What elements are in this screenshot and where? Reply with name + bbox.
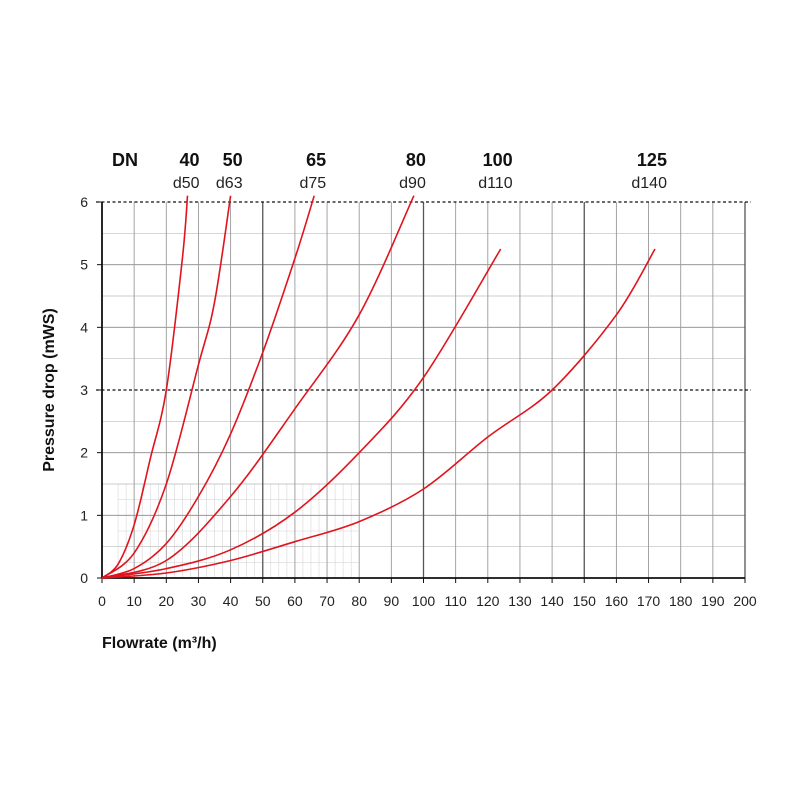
curve-dn-40: [101, 195, 189, 579]
d-label-d110: d110: [478, 175, 513, 192]
x-tick-label: 190: [701, 593, 725, 609]
axes: 0 10 20 30 40 50 60 70 80 90 100 110 120 130 140 150 160…: [80, 194, 757, 609]
x-tick-label: 170: [637, 593, 661, 609]
x-tick-label: 90: [384, 593, 400, 609]
x-tick-label: 140: [540, 593, 564, 609]
grid: [96, 201, 751, 578]
curve-dn-65: [101, 195, 315, 579]
series-group: [101, 195, 656, 579]
x-tick-label: 130: [508, 593, 532, 609]
curve-dn-80: [101, 195, 415, 579]
x-tick-label: 40: [223, 593, 239, 609]
y-tick-label: 5: [80, 257, 88, 273]
curve-dn-125: [101, 248, 656, 579]
d-label-d140: d140: [631, 175, 667, 192]
x-tick-label: 160: [605, 593, 629, 609]
x-tick-label: 70: [319, 593, 335, 609]
y-tick-label: 0: [80, 570, 88, 586]
x-tick-label: 120: [476, 593, 500, 609]
dn-label-50: 50: [223, 150, 243, 170]
x-tick-label: 60: [287, 593, 303, 609]
dn-header-label: DN: [112, 150, 138, 170]
x-axis-title: Flowrate (m³/h): [102, 635, 217, 652]
dn-label-65: 65: [306, 150, 326, 170]
labels-group: Flowrate (m³/h)Pressure drop (mWS)DN 40d5…: [41, 150, 667, 652]
x-tick-label: 200: [733, 593, 757, 609]
dn-label-40: 40: [179, 150, 199, 170]
y-axis-title: Pressure drop (mWS): [41, 308, 58, 472]
y-tick-label: 1: [80, 507, 88, 523]
x-tick-label: 110: [444, 593, 467, 609]
x-tick-label: 180: [669, 593, 693, 609]
x-tick-label: 50: [255, 593, 271, 609]
curve-dn-100: [101, 248, 502, 579]
x-tick-label: 20: [159, 593, 175, 609]
x-tick-label: 150: [573, 593, 597, 609]
dn-label-100: 100: [483, 150, 513, 170]
x-tick-label: 80: [351, 593, 367, 609]
d-label-d63: d63: [216, 175, 243, 192]
y-tick-label: 3: [80, 382, 88, 398]
x-tick-label: 100: [412, 593, 436, 609]
y-tick-label: 2: [80, 445, 88, 461]
d-label-d75: d75: [299, 175, 326, 192]
y-tick-label: 6: [80, 194, 88, 210]
d-label-d50: d50: [173, 175, 200, 192]
x-tick-label: 10: [126, 593, 142, 609]
dn-label-80: 80: [406, 150, 426, 170]
y-tick-label: 4: [80, 319, 88, 335]
x-tick-label: 30: [191, 593, 207, 609]
x-tick-label: 0: [98, 593, 106, 609]
dn-label-125: 125: [637, 150, 667, 170]
curve-dn-50: [101, 195, 232, 579]
d-label-d90: d90: [399, 175, 426, 192]
